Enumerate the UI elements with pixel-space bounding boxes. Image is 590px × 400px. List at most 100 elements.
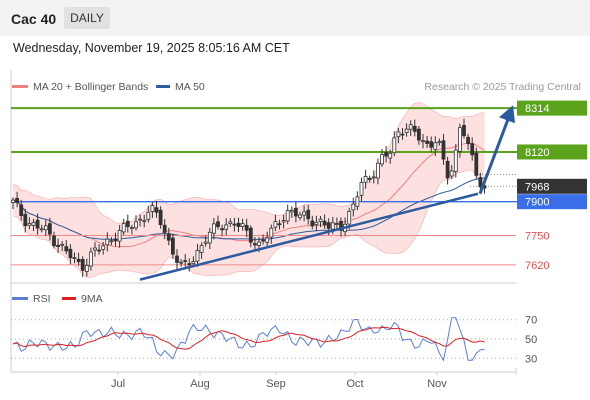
- candle-body: [269, 227, 274, 238]
- candle-body: [257, 241, 261, 246]
- candle-body: [261, 239, 266, 242]
- candle-body: [412, 125, 417, 132]
- candle-body: [310, 220, 315, 227]
- candle-body: [109, 240, 114, 243]
- rsi-tick-label-70: 70: [525, 315, 537, 327]
- candle-body: [252, 243, 257, 246]
- candle-body: [134, 221, 138, 229]
- candle-body: [15, 198, 20, 204]
- candle-body: [273, 221, 278, 228]
- forecast-arrow-head: [499, 105, 515, 124]
- candle-body: [68, 248, 73, 259]
- candle-body: [220, 228, 225, 231]
- candle-body: [31, 221, 36, 226]
- candle-body: [359, 182, 364, 196]
- trend-annotations: [139, 105, 515, 281]
- rsi-ma-legend-label: 9MA: [81, 293, 103, 305]
- candle-body: [125, 220, 130, 228]
- candle-body: [375, 162, 380, 179]
- candle-body: [113, 238, 118, 242]
- rsi-legend-label: RSI: [33, 293, 51, 305]
- candle-body: [466, 136, 471, 145]
- rsi-pane: 70 50 30: [11, 315, 537, 365]
- header-bar: Cac 40 DAILY: [0, 0, 590, 36]
- ma50-legend-swatch: [156, 85, 170, 88]
- x-tick-label-aug: Aug: [190, 378, 210, 390]
- ma20-legend-swatch: [12, 85, 28, 88]
- candle-body: [211, 223, 216, 234]
- candle-body: [175, 255, 179, 263]
- candle-body: [11, 199, 15, 203]
- level-label-8120: 8120: [525, 147, 549, 159]
- level-labels: 8314 8120 7968 7900 7750 7620: [517, 100, 587, 272]
- x-tick-label-nov: Nov: [427, 378, 447, 390]
- candle-body: [207, 231, 212, 244]
- candle-body: [232, 223, 237, 226]
- candle-body: [453, 149, 458, 172]
- candle-body: [150, 205, 155, 212]
- candle-body: [363, 176, 368, 183]
- candle-body: [199, 245, 204, 253]
- candle-body: [216, 221, 220, 228]
- x-axis: Jul Aug Sep Oct Nov: [111, 372, 447, 390]
- candle-body: [97, 249, 101, 252]
- candle-body: [52, 235, 56, 247]
- candle-body: [429, 141, 434, 148]
- candle-body: [248, 227, 253, 243]
- bollinger-lower-line: [12, 169, 485, 278]
- candle-body: [314, 221, 319, 226]
- level-box-8120: [517, 144, 587, 160]
- rsi-tick-label-30: 30: [525, 353, 537, 365]
- candle-body: [433, 142, 438, 150]
- x-tick-label-oct: Oct: [346, 378, 363, 390]
- candle-body: [162, 224, 167, 233]
- candle-body: [236, 222, 241, 227]
- candle-body: [285, 210, 290, 222]
- rsi-ma-line: [12, 326, 485, 350]
- candle-body: [326, 222, 331, 229]
- candle-body: [154, 207, 159, 213]
- candle-body: [380, 154, 384, 165]
- candle-body: [64, 246, 69, 252]
- candle-body: [400, 133, 405, 136]
- candle-body: [355, 196, 360, 207]
- candle-body: [425, 140, 430, 144]
- candle-body: [388, 152, 393, 159]
- candle-body: [80, 259, 85, 271]
- candle-body: [84, 264, 89, 272]
- candle-body: [293, 207, 298, 217]
- candle-body: [330, 222, 335, 230]
- candle-body: [265, 237, 270, 243]
- candle-body: [281, 220, 286, 223]
- candle-body: [187, 263, 192, 266]
- candle-body: [129, 227, 134, 229]
- ma50-line: [12, 177, 485, 240]
- candle-body: [228, 221, 233, 224]
- rsi-ma-legend-swatch: [62, 297, 76, 300]
- x-tick-label-jul: Jul: [111, 378, 125, 390]
- rsi-legend-swatch: [12, 297, 28, 300]
- candle-body: [166, 233, 171, 241]
- candle-body: [384, 151, 389, 157]
- candle-body: [93, 247, 97, 251]
- ma50-legend-label: MA 50: [175, 81, 205, 93]
- candle-body: [138, 218, 143, 221]
- rsi-tick-label-50: 50: [525, 334, 537, 346]
- level-box-7900: [517, 194, 587, 210]
- candle-body: [445, 160, 450, 179]
- candle-body: [56, 244, 60, 248]
- level-box-7968: [517, 178, 587, 194]
- candle-body: [240, 223, 245, 227]
- candle-body: [371, 176, 376, 179]
- candle-body: [474, 152, 479, 176]
- candle-body: [408, 124, 413, 130]
- candle-body: [39, 228, 44, 231]
- candle-body: [478, 177, 483, 188]
- candle-body: [191, 261, 196, 264]
- candle-body: [334, 223, 339, 225]
- bollinger-band: [13, 102, 485, 278]
- timeframe-button[interactable]: DAILY: [64, 7, 110, 29]
- candle-body: [101, 245, 106, 250]
- candle-body: [72, 257, 77, 259]
